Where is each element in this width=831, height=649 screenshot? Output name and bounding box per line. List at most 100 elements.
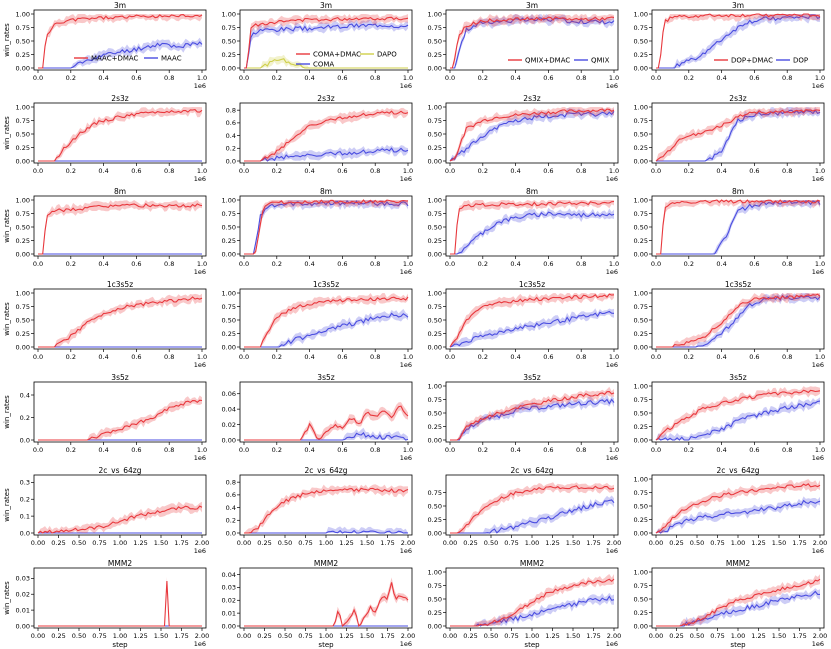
x-tick-label: 2.00 (813, 632, 827, 640)
x-tick-label: 0.6 (337, 167, 347, 175)
x-tick-label: 1.0 (815, 353, 825, 361)
y-tick-label: 0.00 (634, 436, 648, 444)
dmac-series-line (656, 13, 821, 69)
x-tick-label: 0.00 (443, 632, 457, 640)
x-tick-label: 0.50 (72, 632, 86, 640)
dmac-series-line (244, 582, 409, 628)
baseline-series-line (244, 312, 409, 348)
subplot-frame (445, 288, 619, 350)
baseline-series-band (450, 592, 614, 626)
x-axis-label: step (112, 641, 128, 649)
y-tick-label: 0.50 (428, 409, 442, 417)
x-tick-label: 0.0 (239, 446, 249, 454)
subplot-frame (651, 381, 825, 443)
subplot-title: 3s5z (523, 373, 540, 382)
x-tick-label: 0.00 (31, 632, 45, 640)
dmac-series-line (450, 578, 615, 627)
x-tick-label: 0.0 (445, 260, 455, 268)
subplot-title: 2c_vs_64zg (99, 466, 142, 475)
subplot-frame (33, 381, 207, 443)
y-tick-label: 0.50 (428, 37, 442, 45)
y-tick-label: 0.00 (634, 529, 648, 537)
y-tick-label: 0.50 (428, 130, 442, 138)
y-tick-label: 0.25 (634, 237, 648, 245)
x-tick-label: 0.0 (651, 260, 661, 268)
x-tick-label: 0.6 (337, 260, 347, 268)
dmac-series-band (656, 293, 820, 347)
x-tick-label: 1.00 (525, 539, 539, 547)
baseline-series-line (656, 109, 821, 162)
y-tick-label: 0.00 (16, 157, 30, 165)
subplot-title: 1c3s5z (313, 280, 339, 289)
x-scale-label: 1e6 (812, 361, 824, 369)
x-scale-label: 1e6 (400, 82, 412, 90)
x-tick-label: 0.8 (576, 446, 586, 454)
x-tick-label: 0.8 (164, 353, 174, 361)
y-tick-label: 0.03 (16, 575, 30, 583)
baseline-series-line (656, 294, 821, 348)
dmac-series-band (244, 14, 408, 68)
y-tick-label: 0.01 (222, 609, 236, 617)
x-tick-label: 0.0 (33, 353, 43, 361)
dmac-series-line (656, 199, 821, 255)
subplot-frame (33, 195, 207, 257)
x-tick-label: 0.50 (278, 539, 292, 547)
x-tick-label: 0.6 (543, 74, 553, 82)
subplot-title: 3m (732, 1, 744, 10)
dmac-series-line (244, 487, 409, 534)
baseline-series-line (656, 14, 821, 69)
y-tick-label: 0.25 (16, 51, 30, 59)
x-tick-label: 0.6 (131, 353, 141, 361)
x-tick-label: 0.2 (272, 446, 282, 454)
x-tick-label: 0.4 (510, 167, 520, 175)
dmac-series-line (38, 14, 203, 69)
x-scale-label: 1e6 (194, 454, 206, 462)
dmac-series-band (450, 293, 614, 347)
y-tick-label: 0.2 (226, 145, 236, 153)
subplot-frame (445, 102, 619, 164)
x-scale-label: 1e6 (606, 547, 618, 555)
dmac-series-line (450, 16, 615, 69)
y-tick-label: 0.25 (428, 330, 442, 338)
x-tick-label: 0.0 (445, 74, 455, 82)
legend-label: DOP+DMAC (731, 56, 773, 64)
x-tick-label: 0.8 (782, 353, 792, 361)
x-tick-label: 0.00 (237, 632, 251, 640)
baseline-series-line (38, 41, 203, 69)
subplot-title: 1c3s5z (107, 280, 133, 289)
y-tick-label: 0.0 (20, 436, 30, 444)
x-scale-label: 1e6 (194, 268, 206, 276)
baseline-series-line (244, 200, 409, 255)
x-tick-label: 1.0 (609, 446, 619, 454)
x-tick-label: 0.2 (478, 446, 488, 454)
x-tick-label: 0.8 (782, 74, 792, 82)
x-scale-label: 1e6 (400, 268, 412, 276)
x-scale-label: 1e6 (812, 268, 824, 276)
subplot-title: 1c3s5z (519, 280, 545, 289)
subplot-title: 2s3z (111, 94, 128, 103)
y-tick-label: 0.00 (634, 64, 648, 72)
x-tick-label: 0.8 (370, 353, 380, 361)
y-tick-label: 0.75 (222, 210, 236, 218)
x-tick-label: 1.75 (792, 539, 806, 547)
dmac-series-line (37, 505, 203, 534)
x-tick-label: 0.4 (304, 353, 314, 361)
x-tick-label: 0.2 (66, 446, 76, 454)
subplot-title: 3m (526, 1, 538, 10)
x-tick-label: 0.75 (92, 632, 106, 640)
baseline-series-band (450, 394, 614, 440)
x-tick-label: 0.0 (239, 353, 249, 361)
y-tick-label: 0.25 (428, 609, 442, 617)
legend-label: DAPO (377, 50, 397, 58)
y-tick-label: 0.4 (226, 132, 236, 140)
y-tick-label: 0.75 (634, 489, 648, 497)
subplot-title: 3s5z (729, 373, 746, 382)
subplot-frame (239, 195, 413, 257)
y-tick-label: 0.00 (634, 622, 648, 630)
y-tick-label: 0.00 (222, 250, 236, 258)
subplot-frame (239, 9, 413, 71)
x-tick-label: 0.2 (684, 260, 694, 268)
y-tick-label: 0.50 (428, 223, 442, 231)
y-tick-label: 0.01 (16, 606, 30, 614)
x-tick-label: 1.25 (133, 632, 147, 640)
